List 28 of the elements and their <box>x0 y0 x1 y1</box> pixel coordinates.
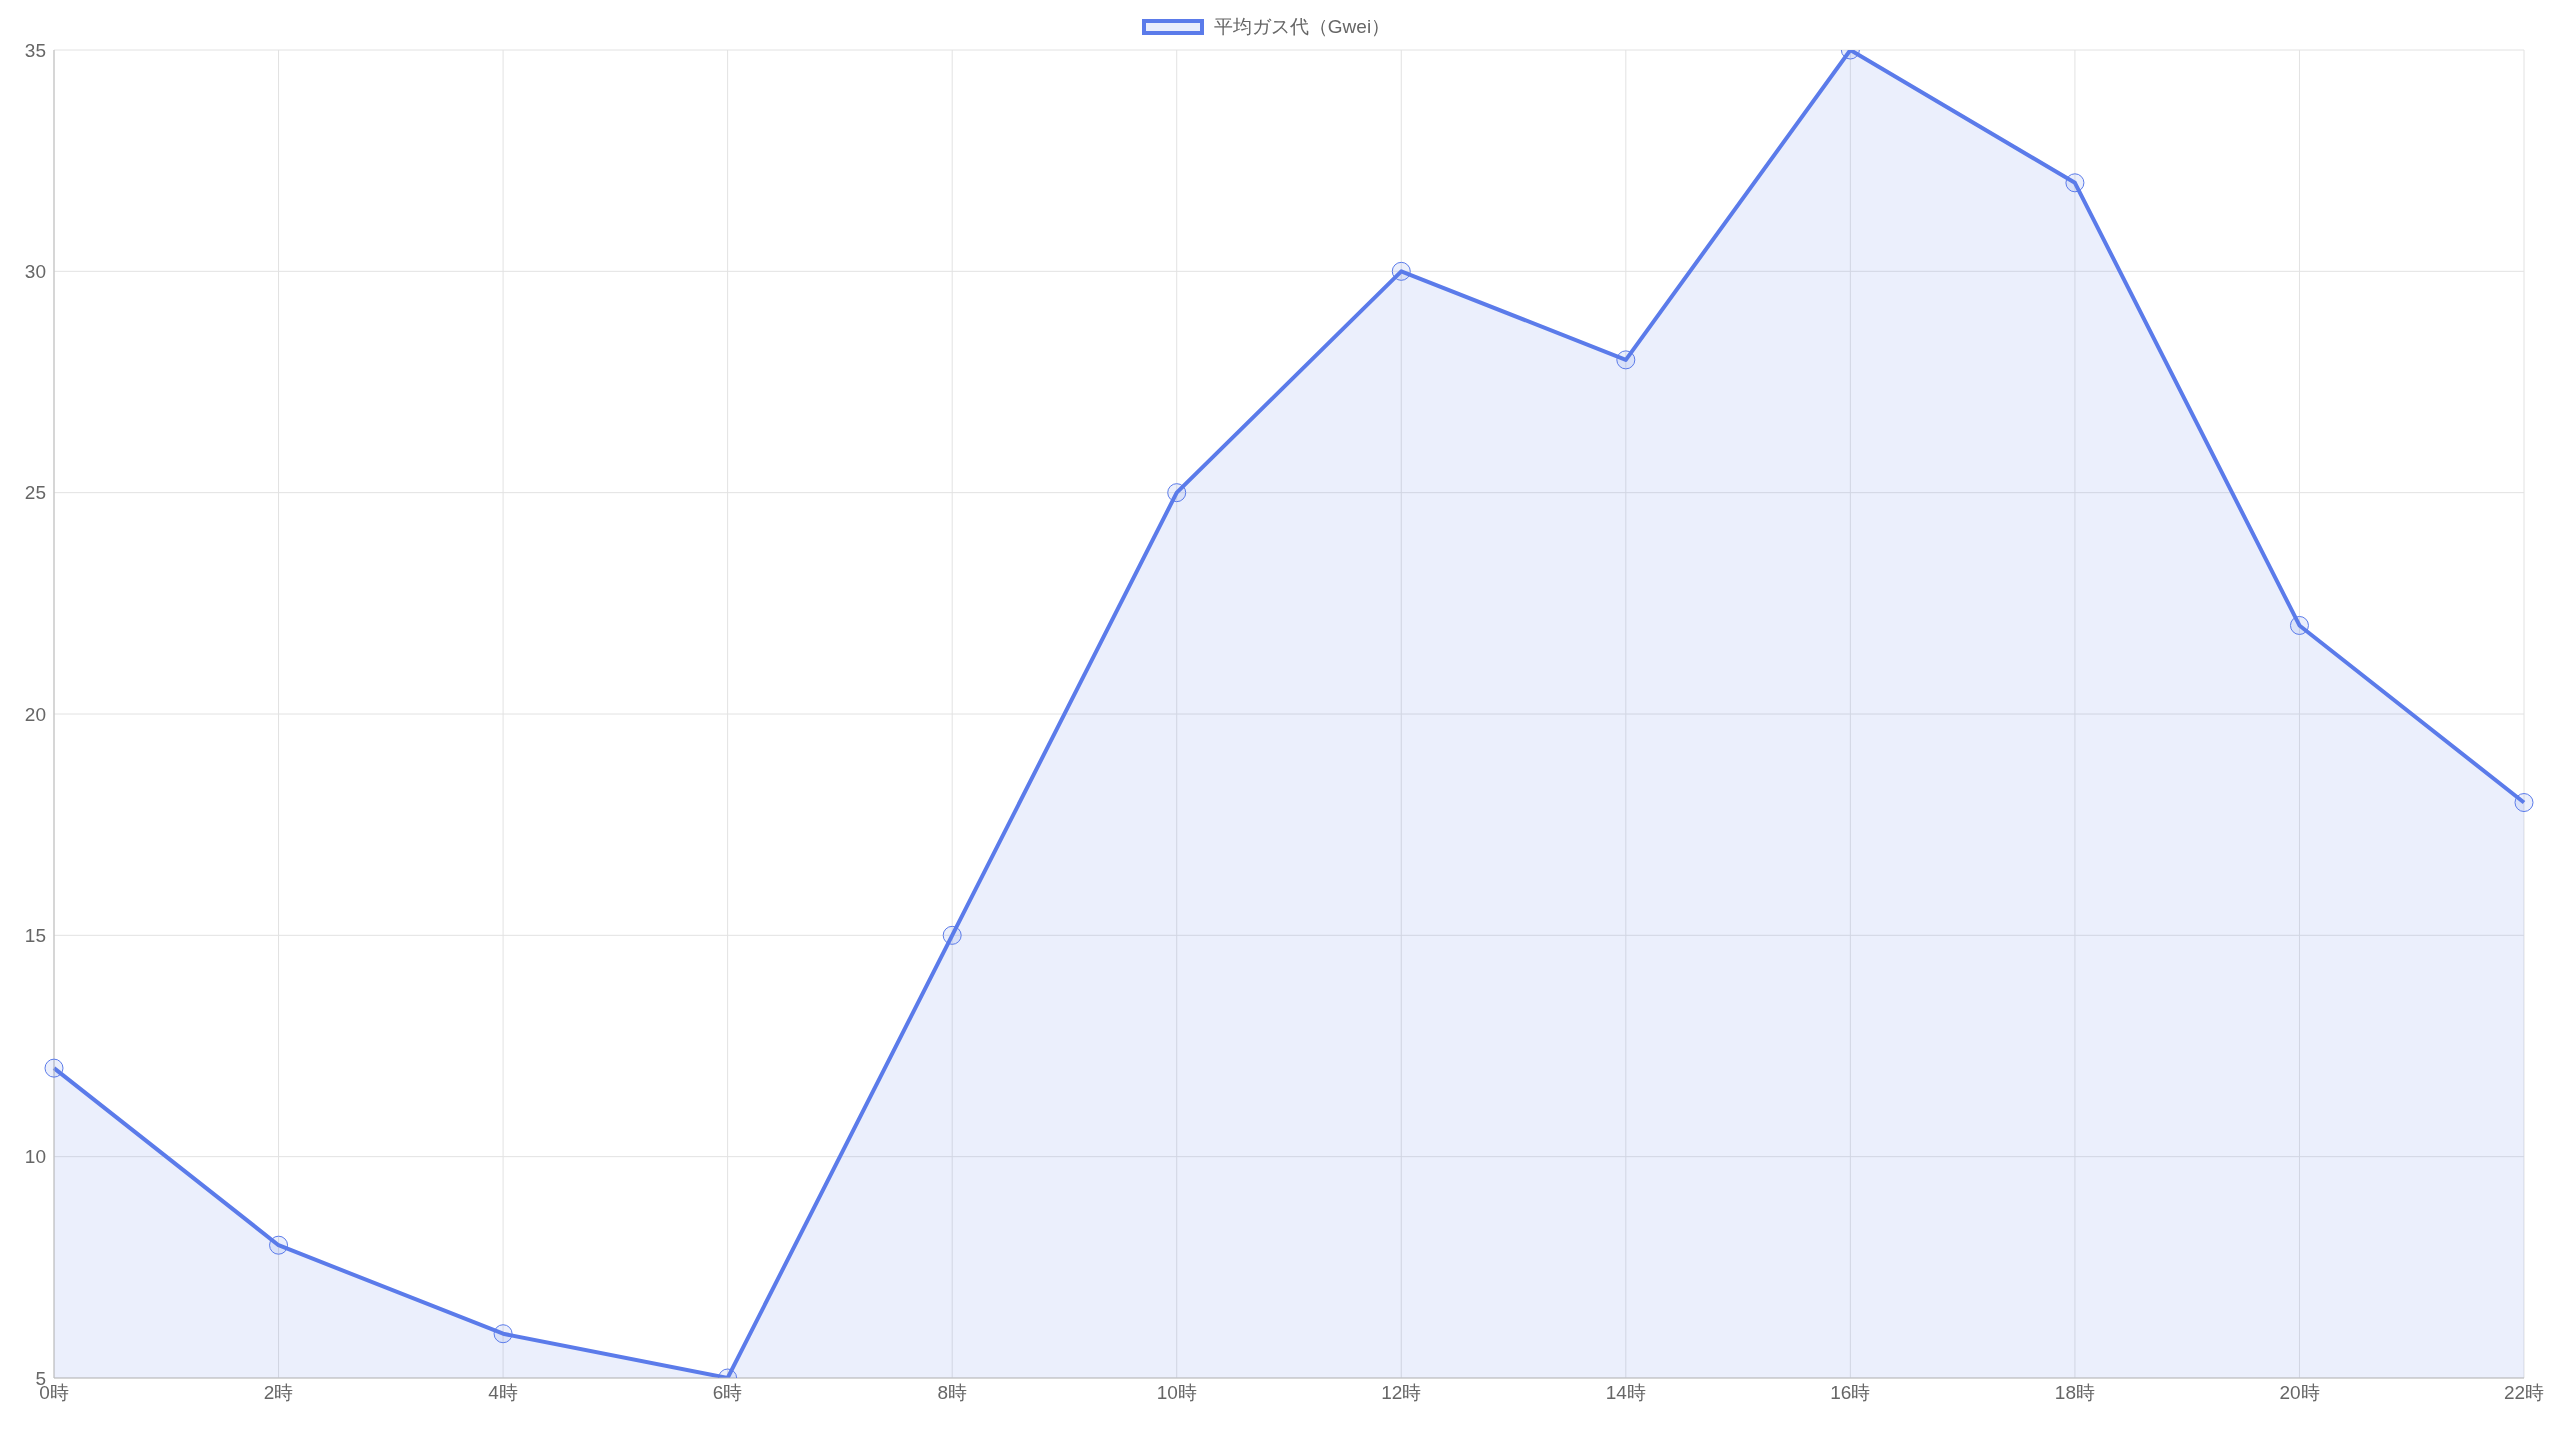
y-tick-label: 30 <box>24 261 46 283</box>
x-tick-label: 18時 <box>2054 1382 2095 1404</box>
point <box>1167 483 1187 503</box>
point <box>2289 615 2309 635</box>
point <box>493 1324 513 1344</box>
legend-label: 平均ガス代（Gwei） <box>1213 15 1391 39</box>
x-tick-label: 6時 <box>712 1382 743 1404</box>
y-tick-label: 10 <box>24 1146 46 1168</box>
x-tick-label: 4時 <box>488 1382 518 1404</box>
x-tick-label: 2時 <box>263 1382 294 1404</box>
x-tick-label: 22時 <box>2503 1382 2545 1404</box>
point <box>2514 793 2534 813</box>
point <box>2065 173 2085 193</box>
y-tick-label: 35 <box>24 39 46 61</box>
x-tick-label: 14時 <box>1605 1382 1646 1404</box>
y-tick-label: 20 <box>24 703 46 725</box>
point <box>1391 261 1411 281</box>
y-tick-label: 15 <box>24 925 46 947</box>
x-tick-label: 8時 <box>937 1382 967 1404</box>
x-tick-label: 20時 <box>2279 1382 2320 1404</box>
x-tick-label: 12時 <box>1381 1382 1422 1404</box>
point <box>269 1235 289 1255</box>
y-tick-label: 25 <box>24 482 46 504</box>
x-tick-label: 16時 <box>1830 1382 1871 1404</box>
x-tick-label: 10時 <box>1156 1382 1197 1404</box>
point <box>1616 350 1636 370</box>
point <box>44 1058 64 1078</box>
point <box>942 925 962 945</box>
